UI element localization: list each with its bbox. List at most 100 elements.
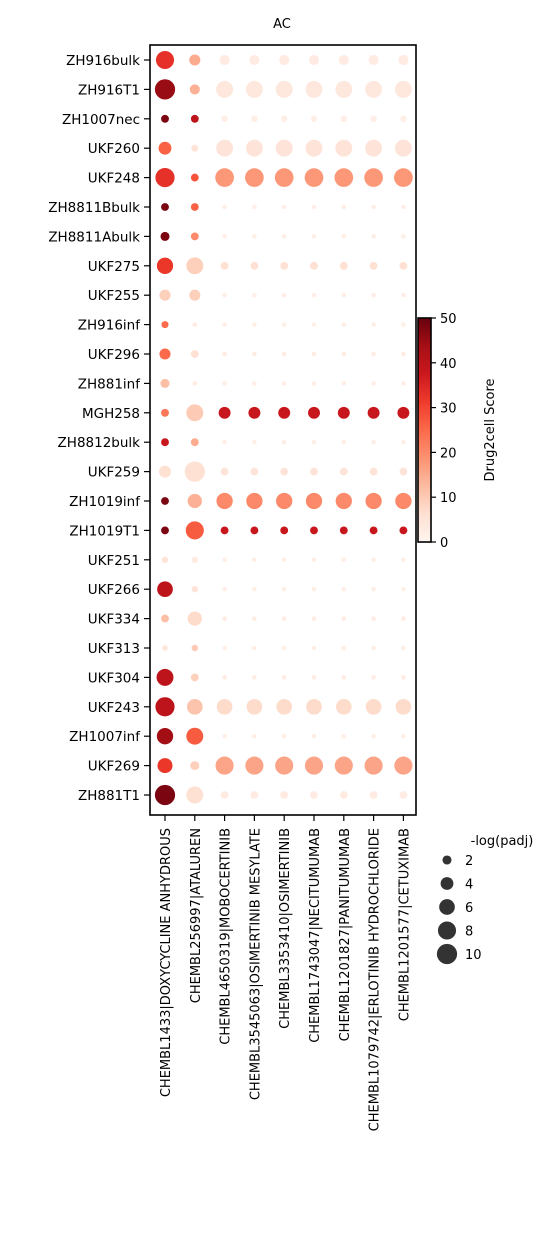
dot <box>184 461 205 482</box>
dot <box>192 322 198 327</box>
dot <box>189 54 201 66</box>
dot <box>250 526 259 535</box>
dot <box>161 203 169 211</box>
column-label: CHEMBL1201827|PANITUMUMAB <box>338 828 353 1041</box>
dot <box>369 526 378 535</box>
dot <box>335 698 352 715</box>
dot <box>305 139 323 157</box>
dot <box>311 586 317 592</box>
dot <box>220 791 229 799</box>
dot <box>311 675 317 680</box>
dot <box>341 616 347 621</box>
dot <box>190 173 199 182</box>
dot <box>161 556 169 563</box>
dot <box>245 756 264 775</box>
dot <box>367 406 380 419</box>
row-label: ZH8812bulk <box>58 435 141 451</box>
dot <box>371 645 376 651</box>
row-label: ZH8811Bbulk <box>48 200 140 216</box>
dot <box>219 54 230 66</box>
dot <box>371 616 376 621</box>
dot <box>304 168 324 187</box>
dot <box>341 234 347 239</box>
dot <box>371 322 376 327</box>
size-legend-dot <box>439 899 455 915</box>
dot <box>311 322 317 327</box>
dot <box>281 439 287 445</box>
dot <box>275 756 294 775</box>
colorbar-tick-label: 30 <box>440 402 457 417</box>
dot <box>339 526 348 535</box>
dot <box>278 406 291 419</box>
dot <box>334 756 353 775</box>
dot <box>401 645 406 651</box>
dot <box>369 261 378 270</box>
dot <box>394 139 412 157</box>
dot <box>275 80 293 98</box>
colorbar-tick-label: 40 <box>440 357 457 372</box>
dot <box>311 645 317 651</box>
dot <box>401 616 406 621</box>
row-label: UKF255 <box>88 288 140 304</box>
dot <box>399 467 408 476</box>
dot <box>158 141 172 155</box>
dot <box>252 292 257 298</box>
dot <box>398 54 409 66</box>
dot <box>368 54 379 66</box>
dot <box>186 404 204 422</box>
dot <box>220 261 229 270</box>
row-label: UKF304 <box>88 670 140 686</box>
dot <box>252 234 257 239</box>
dot <box>222 234 227 239</box>
dot <box>365 698 382 715</box>
dot <box>365 80 383 98</box>
dot <box>281 322 287 327</box>
dot <box>311 557 317 563</box>
row-label: UKF296 <box>88 347 140 363</box>
column-labels: CHEMBL1433|DOXYCYCLINE ANHYDROUS CHEMBL25… <box>159 815 412 1131</box>
dot <box>216 80 234 98</box>
dot <box>281 204 287 210</box>
dot <box>246 698 263 715</box>
dot <box>394 80 412 98</box>
dot <box>401 234 406 239</box>
dot <box>401 675 406 680</box>
dot <box>186 727 204 745</box>
dot <box>371 351 376 357</box>
dot <box>399 791 408 799</box>
dot <box>156 257 174 274</box>
dot <box>155 50 175 70</box>
dot <box>280 791 289 799</box>
size-legend-label: 2 <box>465 854 473 869</box>
dot <box>190 438 199 447</box>
dot <box>159 348 171 360</box>
size-legend-dot <box>437 921 457 940</box>
dot <box>305 492 323 510</box>
dot <box>365 139 383 157</box>
dot <box>252 204 257 210</box>
dot <box>281 115 288 123</box>
dot <box>281 557 287 563</box>
dot <box>190 350 199 358</box>
dot <box>281 675 287 680</box>
dot <box>401 381 406 386</box>
row-label: ZH1007inf <box>69 729 141 745</box>
dot <box>399 261 408 270</box>
dot <box>311 616 317 621</box>
dot <box>401 557 406 563</box>
row-labels: ZH916bulk ZH916T1 ZH1007nec UKF260 UKF248 ZH8… <box>48 53 150 804</box>
dot <box>339 791 348 799</box>
dot <box>220 467 229 476</box>
dot <box>156 728 174 745</box>
row-label: UKF266 <box>88 582 140 598</box>
dot <box>341 439 347 445</box>
row-label: ZH881inf <box>78 376 141 392</box>
dot <box>216 492 233 510</box>
dot <box>281 733 287 739</box>
dot <box>365 492 382 510</box>
dot <box>364 168 383 187</box>
dot <box>252 439 257 445</box>
dot <box>222 675 227 680</box>
dot <box>281 645 287 651</box>
dot <box>281 351 287 357</box>
